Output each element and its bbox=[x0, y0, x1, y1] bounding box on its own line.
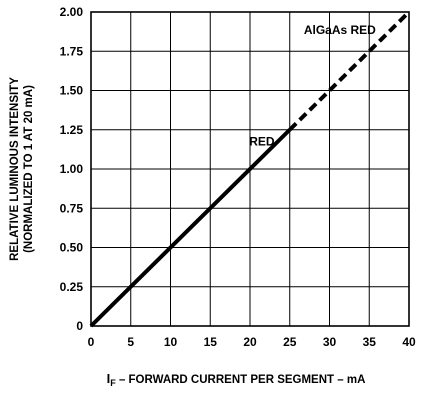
x-tick-label-0: 0 bbox=[88, 335, 95, 349]
y-tick-label-1: 0.25 bbox=[60, 280, 84, 294]
tick-labels: 0 5 10 15 20 25 30 35 40 0 0.25 0.50 0.75 1.00 1.25 1.5… bbox=[60, 5, 416, 349]
y-tick-label-2: 0.50 bbox=[60, 241, 84, 255]
x-axis-title: IF – FORWARD CURRENT PER SEGMENT – mA bbox=[107, 371, 366, 388]
x-tick-label-4: 20 bbox=[243, 335, 257, 349]
y-tick-label-0: 0 bbox=[76, 319, 83, 333]
y-axis-title-line-1: RELATIVE LUMINOUS INTENSITY bbox=[9, 77, 21, 261]
y-axis-title-line-2: (NORMALIZED TO 1 AT 20 mA) bbox=[23, 85, 35, 253]
x-axis-title-text: – FORWARD CURRENT PER SEGMENT – mA bbox=[116, 374, 366, 386]
y-tick-label-3: 0.75 bbox=[60, 201, 84, 215]
annotation-label-1: AlGaAs RED bbox=[304, 23, 376, 37]
y-tick-label-4: 1.00 bbox=[60, 162, 84, 176]
x-tick-label-7: 35 bbox=[363, 335, 377, 349]
y-tick-label-8: 2.00 bbox=[60, 5, 84, 19]
annotation-label-0: RED bbox=[249, 134, 275, 148]
y-tick-label-7: 1.75 bbox=[60, 44, 84, 58]
series-layer bbox=[89, 10, 411, 328]
y-tick-label-6: 1.50 bbox=[60, 84, 84, 98]
x-axis-title-subscript: F bbox=[110, 378, 116, 388]
y-tick-label-5: 1.25 bbox=[60, 123, 84, 137]
x-tick-label-8: 40 bbox=[402, 335, 416, 349]
x-tick-label-2: 10 bbox=[164, 335, 178, 349]
annotations: RED AlGaAs RED bbox=[249, 23, 376, 148]
series-line-0 bbox=[89, 128, 292, 328]
x-tick-label-3: 15 bbox=[204, 335, 218, 349]
x-tick-label-1: 5 bbox=[127, 335, 134, 349]
x-axis-title-symbol: I bbox=[107, 371, 111, 386]
x-tick-label-5: 25 bbox=[283, 335, 297, 349]
plot-frame bbox=[90, 11, 410, 327]
x-tick-label-6: 30 bbox=[323, 335, 337, 349]
